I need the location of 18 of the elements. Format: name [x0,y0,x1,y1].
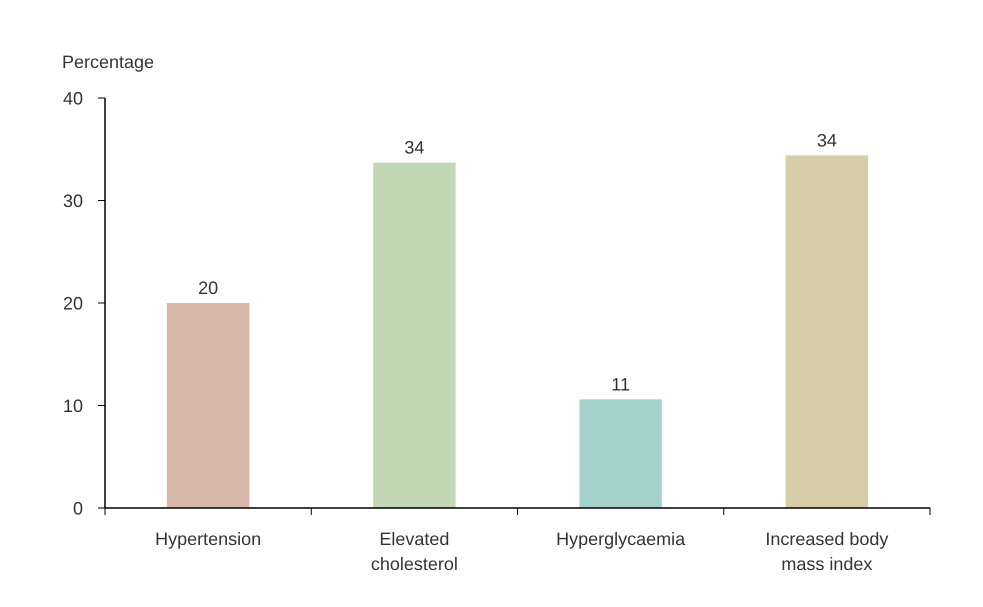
data-label: 20 [198,278,218,298]
y-axis-title: Percentage [62,52,154,72]
data-label: 11 [611,374,630,394]
y-tick-label: 20 [62,293,83,314]
y-tick-label: 30 [62,190,83,211]
bar [579,399,662,508]
y-tick-label: 0 [72,498,83,518]
bar [786,155,868,508]
bar [373,162,456,508]
bar [166,303,250,508]
x-tick-label: Increased body mass index [765,529,888,574]
data-label: 34 [816,130,837,150]
x-tick-label: Elevated cholesterol [370,529,458,574]
y-tick-label: 40 [62,88,83,108]
x-tick-label: Hypertension [155,529,262,549]
data-label: 34 [404,138,424,158]
x-tick-label: Hyperglycaemia [556,529,686,549]
y-tick-label: 10 [62,396,83,416]
